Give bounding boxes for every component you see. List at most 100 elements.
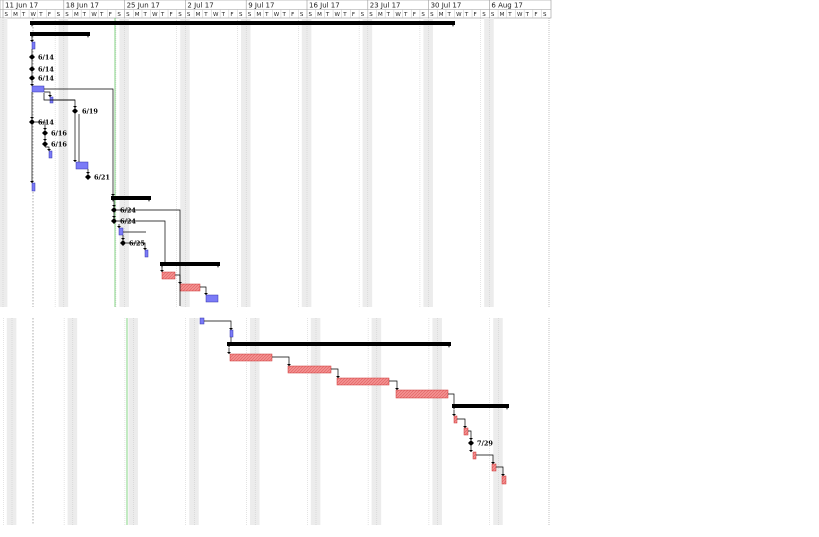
nonworking-shade — [371, 318, 382, 525]
task-bar[interactable] — [229, 329, 234, 338]
milestone-diamond[interactable] — [29, 119, 35, 125]
pane-splitter[interactable] — [0, 307, 819, 317]
critical-task-bar[interactable] — [336, 377, 390, 386]
summary-bar[interactable] — [160, 262, 220, 268]
milestone-diamond[interactable] — [120, 240, 126, 246]
milestone-diamond[interactable] — [29, 75, 35, 81]
day-label: T — [99, 12, 104, 18]
day-label: W — [395, 12, 401, 18]
week-label: 9 Jul 17 — [248, 2, 274, 10]
nonworking-shade — [0, 18, 8, 307]
day-label: T — [342, 12, 347, 18]
week-label: 18 Jun 17 — [66, 2, 99, 10]
day-label: T — [203, 12, 208, 18]
summary-bar[interactable] — [452, 404, 509, 410]
week-label: 25 Jun 17 — [127, 2, 160, 10]
critical-task-bar[interactable] — [501, 475, 507, 485]
nonworking-shade — [362, 18, 373, 307]
milestone-date-label: 6/14 — [38, 66, 54, 74]
day-label: M — [196, 12, 201, 18]
week-label: 16 Jul 17 — [309, 2, 340, 10]
day-label: S — [361, 12, 365, 18]
critical-task-bar[interactable] — [463, 427, 469, 436]
day-label: T — [38, 12, 43, 18]
milestone-diamond[interactable] — [29, 66, 35, 72]
day-label: T — [160, 12, 165, 18]
day-label: W — [91, 12, 97, 18]
day-label: M — [500, 12, 505, 18]
critical-task-bar[interactable] — [453, 415, 458, 424]
milestone-diamond[interactable] — [111, 218, 117, 224]
milestone-diamond[interactable] — [468, 440, 474, 446]
day-label: M — [13, 12, 18, 18]
day-label: S — [178, 12, 182, 18]
nonworking-shade — [301, 18, 312, 307]
day-label: F — [474, 12, 477, 18]
critical-task-bar[interactable] — [395, 389, 449, 399]
milestone-date-label: 7/29 — [477, 440, 493, 448]
milestone-diamond[interactable] — [29, 54, 35, 60]
chart-grid-bottom-pane — [3, 318, 550, 525]
day-label: F — [170, 12, 173, 18]
milestone-date-label: 6/25 — [129, 240, 145, 248]
day-label: S — [239, 12, 243, 18]
day-label: S — [117, 12, 121, 18]
critical-task-bar[interactable] — [491, 463, 497, 472]
nonworking-shade — [493, 318, 503, 525]
day-label: S — [5, 12, 9, 18]
task-bar[interactable] — [199, 317, 205, 325]
day-label: F — [291, 12, 294, 18]
day-label: T — [464, 12, 469, 18]
summary-bar[interactable] — [30, 21, 455, 27]
milestone-diamond[interactable] — [85, 174, 91, 180]
day-label: F — [109, 12, 112, 18]
task-bar[interactable] — [75, 161, 89, 170]
day-label: M — [256, 12, 261, 18]
day-label: T — [21, 12, 26, 18]
day-label: T — [325, 12, 330, 18]
critical-task-bar[interactable] — [179, 283, 201, 292]
task-bar[interactable] — [118, 227, 124, 236]
milestone-diamond[interactable] — [111, 207, 117, 213]
nonworking-shade — [6, 318, 17, 525]
critical-task-bar[interactable] — [161, 271, 176, 280]
chart-grid-top-pane — [0, 18, 550, 307]
task-bars-bottom: 7/29 — [199, 317, 509, 485]
task-bar[interactable] — [144, 249, 149, 258]
day-label: S — [543, 12, 547, 18]
summary-bar[interactable] — [227, 342, 451, 348]
milestone-date-label: 6/24 — [120, 207, 136, 215]
dependency-links — [204, 320, 504, 476]
milestone-diamond[interactable] — [72, 108, 78, 114]
nonworking-shade — [119, 18, 129, 307]
nonworking-shade — [58, 18, 69, 307]
day-label: T — [82, 12, 87, 18]
task-bar[interactable] — [31, 85, 45, 93]
task-bar[interactable] — [205, 294, 219, 303]
critical-task-bar[interactable] — [287, 365, 332, 374]
week-label: 23 Jul 17 — [370, 2, 401, 10]
summary-bar[interactable] — [111, 196, 151, 202]
task-bar[interactable] — [48, 150, 53, 159]
day-label: M — [74, 12, 79, 18]
timescale-header: 11 Jun 17 18 Jun 17 25 Jun 17 2 Jul 17 9 Jul… — [0, 0, 552, 19]
milestone-date-label: 6/14 — [38, 119, 54, 127]
milestone-diamond[interactable] — [42, 130, 48, 136]
day-label: F — [352, 12, 355, 18]
milestone-diamond[interactable] — [42, 141, 48, 147]
day-label: S — [369, 12, 373, 18]
day-label: S — [482, 12, 486, 18]
summary-bar[interactable] — [30, 32, 90, 38]
nonworking-shade — [310, 318, 321, 525]
task-bar[interactable] — [31, 182, 36, 192]
critical-task-bar[interactable] — [229, 353, 273, 362]
day-label: M — [378, 12, 383, 18]
task-bar[interactable] — [31, 41, 36, 50]
nonworking-shade — [484, 18, 494, 307]
critical-task-bar[interactable] — [472, 451, 477, 460]
day-label: W — [517, 12, 523, 18]
day-label: F — [413, 12, 416, 18]
day-label: S — [57, 12, 61, 18]
day-label: S — [491, 12, 495, 18]
